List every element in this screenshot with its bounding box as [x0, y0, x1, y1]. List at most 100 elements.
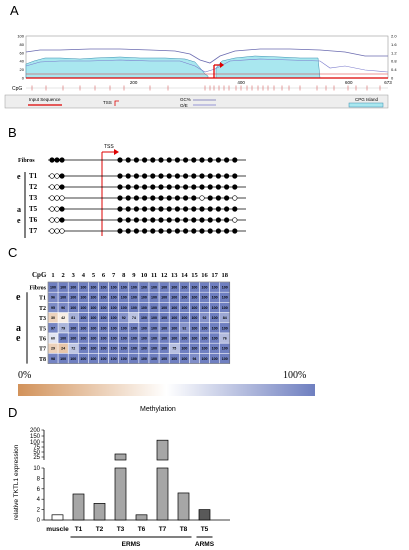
heatmap-row-label: T7 [39, 347, 46, 353]
heatmap-cell-value: 100 [141, 296, 147, 300]
legend-tss-label: TSS [103, 100, 112, 105]
cpg-site-circle [54, 217, 60, 223]
heatmap-cell-value: 100 [131, 296, 137, 300]
cpg-site-circle [54, 157, 60, 163]
heatmap-cell-value: 100 [151, 326, 157, 330]
cpg-site-circle [59, 206, 65, 212]
cpg-site-circle [191, 157, 197, 163]
heatmap-cell-value: 100 [151, 347, 157, 351]
heatmap-row-label: T1 [39, 296, 46, 302]
category-label: T1 [75, 526, 83, 533]
cpg-site-circle [125, 217, 131, 223]
heatmap-cell-value: 100 [141, 316, 147, 320]
heatmap-cell-value: 100 [80, 296, 86, 300]
y-tick-right: 0.8 [391, 59, 397, 64]
cpg-site-circle [166, 173, 172, 179]
heatmap-cell-value: 75 [172, 347, 176, 351]
column-header: 10 [141, 272, 148, 279]
group-letter: e [17, 216, 21, 225]
heatmap-cell-value: 100 [212, 347, 218, 351]
legend-cpg-island-swatch [348, 102, 384, 108]
cpg-site-circle [174, 173, 180, 179]
heatmap-cell-value: 100 [212, 296, 218, 300]
cpg-site-circle [142, 217, 148, 223]
heatmap-cell-value: 100 [181, 306, 187, 310]
heatmap-cell-value: 100 [70, 357, 76, 361]
methylation-row: T7 [29, 227, 246, 235]
cpg-site-circle [133, 173, 139, 179]
cpg-site-circle [166, 217, 172, 223]
heatmap-cell-value: 100 [141, 347, 147, 351]
heatmap-cell-value: 100 [202, 357, 208, 361]
cpg-site-circle [174, 195, 180, 201]
heatmap-cell-value: 100 [161, 286, 167, 290]
cpg-site-circle [215, 184, 221, 190]
heatmap-cell-value: 100 [111, 286, 117, 290]
y-tick-right: 0.4 [391, 67, 397, 72]
cpg-site-circle [49, 173, 55, 179]
y-tick-left: 20 [20, 67, 25, 72]
bisulfite-lollipop-plot: TSS FibrosT1T2T3T5T6T7T8eae [17, 144, 246, 238]
cpg-site-circle [125, 206, 131, 212]
cpg-site-circle [224, 184, 230, 190]
heatmap-cell-value: 100 [111, 357, 117, 361]
heatmap-cell-value: 100 [131, 337, 137, 341]
heatmap-cell-value: 94 [192, 357, 196, 361]
cpg-site-circle [191, 228, 197, 234]
heatmap-cell-value: 100 [171, 316, 177, 320]
column-header: 14 [181, 272, 188, 279]
bar-t1 [72, 493, 85, 521]
heatmap-cell-value: 100 [80, 286, 86, 290]
cpg-site-circle [191, 184, 197, 190]
heatmap-cell-value: 100 [181, 337, 187, 341]
gc-percent-line [25, 48, 388, 64]
column-header: 15 [191, 272, 198, 279]
row-label: Fibros [18, 158, 35, 164]
heatmap-cell-value: 100 [212, 357, 218, 361]
cpg-site-circle [117, 173, 123, 179]
heatmap-row-label: T6 [39, 337, 46, 343]
cpg-site-circle [117, 228, 123, 234]
cpg-site-circle [215, 195, 221, 201]
cpg-site-circle [125, 157, 131, 163]
heatmap-group-letter: e [16, 292, 21, 303]
cpg-site-circle [207, 195, 213, 201]
scale-title: Methylation [140, 406, 176, 413]
y-tick-left: 60 [20, 50, 25, 55]
cpg-site-circle [207, 228, 213, 234]
cpg-site-circle [224, 157, 230, 163]
cpg-site-circle [158, 157, 164, 163]
cpg-site-circle [117, 184, 123, 190]
bar-upper-part [156, 439, 169, 461]
cpg-site-circle [232, 228, 238, 234]
cpg-site-circle [150, 228, 156, 234]
heatmap-cell-value: 100 [80, 316, 86, 320]
cpg-site-circle [59, 184, 65, 190]
cpg-site-circle [59, 195, 65, 201]
heatmap-cell-value: 76 [223, 337, 227, 341]
heatmap-group-letter: e [16, 333, 21, 344]
heatmap-cell-value: 100 [111, 337, 117, 341]
methylation-row: T3 [29, 194, 246, 202]
heatmap-cell-value: 100 [151, 286, 157, 290]
heatmap-row-label: T2 [39, 306, 46, 312]
heatmap-cell-value: 100 [212, 316, 218, 320]
cpg-site-circle [142, 228, 148, 234]
column-header: 5 [92, 272, 96, 279]
cpg-site-circle [158, 217, 164, 223]
heatmap-cell-value: 100 [121, 357, 127, 361]
tss-arrowhead-b [114, 149, 119, 155]
cpg-site-circle [224, 173, 230, 179]
cpg-site-circle [158, 173, 164, 179]
heatmap-cell-value: 100 [80, 326, 86, 330]
methylation-scale-bar [18, 384, 315, 396]
heatmap-cell-value: 29 [51, 347, 55, 351]
cpg-site-circle [150, 184, 156, 190]
heatmap-cell-value: 100 [121, 326, 127, 330]
cpg-site-circle [224, 217, 230, 223]
cpg-site-circle [224, 228, 230, 234]
heatmap-cell-value: 100 [80, 337, 86, 341]
category-label: T7 [159, 526, 167, 533]
heatmap-cell-value: 100 [191, 326, 197, 330]
